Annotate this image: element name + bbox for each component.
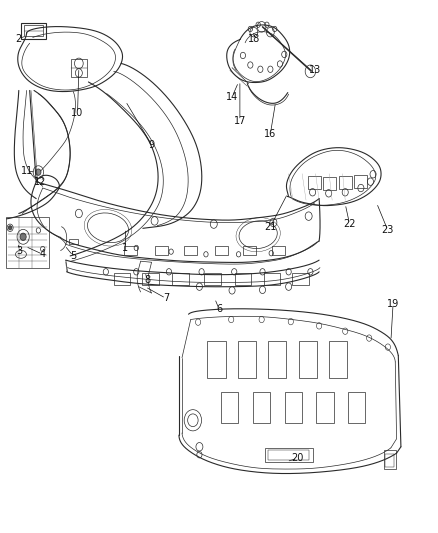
- Text: 20: 20: [291, 454, 304, 463]
- Text: 9: 9: [148, 140, 155, 150]
- Text: 14: 14: [226, 92, 238, 102]
- Bar: [24, 25, 43, 36]
- Bar: [329, 341, 347, 378]
- Bar: [268, 341, 286, 378]
- Bar: [323, 177, 336, 190]
- Text: 4: 4: [40, 249, 46, 260]
- Bar: [299, 341, 317, 378]
- Bar: [385, 454, 394, 467]
- Bar: [6, 217, 49, 268]
- Text: 23: 23: [381, 225, 394, 236]
- Circle shape: [8, 225, 12, 230]
- Bar: [292, 273, 309, 285]
- Bar: [348, 392, 365, 423]
- Text: 6: 6: [216, 304, 222, 314]
- Text: 11: 11: [21, 166, 33, 176]
- Text: 10: 10: [71, 108, 84, 118]
- Bar: [204, 273, 221, 285]
- Text: 5: 5: [70, 251, 76, 261]
- Text: 1: 1: [122, 243, 128, 253]
- Bar: [354, 175, 367, 188]
- Bar: [272, 246, 285, 255]
- Bar: [114, 273, 130, 285]
- Bar: [264, 273, 280, 285]
- Text: 19: 19: [387, 298, 399, 309]
- Bar: [384, 450, 396, 469]
- Circle shape: [36, 169, 41, 175]
- Bar: [142, 273, 159, 285]
- Bar: [339, 176, 352, 189]
- Text: 3: 3: [17, 246, 23, 256]
- Text: 17: 17: [234, 116, 246, 126]
- Bar: [173, 273, 189, 285]
- Bar: [285, 392, 302, 423]
- Bar: [69, 239, 78, 244]
- Bar: [238, 341, 256, 378]
- Text: 22: 22: [343, 219, 356, 229]
- Bar: [253, 392, 270, 423]
- Text: 8: 8: [144, 274, 150, 285]
- Text: 13: 13: [309, 66, 321, 75]
- Bar: [155, 246, 168, 255]
- Bar: [221, 392, 238, 423]
- Text: 2: 2: [16, 34, 22, 44]
- Bar: [21, 22, 46, 38]
- Bar: [184, 246, 197, 255]
- Text: 16: 16: [264, 129, 276, 139]
- Text: 21: 21: [264, 222, 276, 232]
- Bar: [265, 448, 313, 462]
- Text: 18: 18: [248, 34, 260, 44]
- Bar: [308, 176, 321, 189]
- Bar: [71, 59, 87, 77]
- Bar: [124, 246, 137, 255]
- Text: 12: 12: [34, 176, 47, 187]
- Bar: [235, 273, 251, 285]
- Bar: [243, 246, 255, 255]
- Bar: [215, 246, 228, 255]
- Text: 7: 7: [163, 293, 169, 303]
- Bar: [268, 450, 309, 460]
- Circle shape: [20, 233, 26, 240]
- Bar: [317, 392, 334, 423]
- Bar: [207, 341, 226, 378]
